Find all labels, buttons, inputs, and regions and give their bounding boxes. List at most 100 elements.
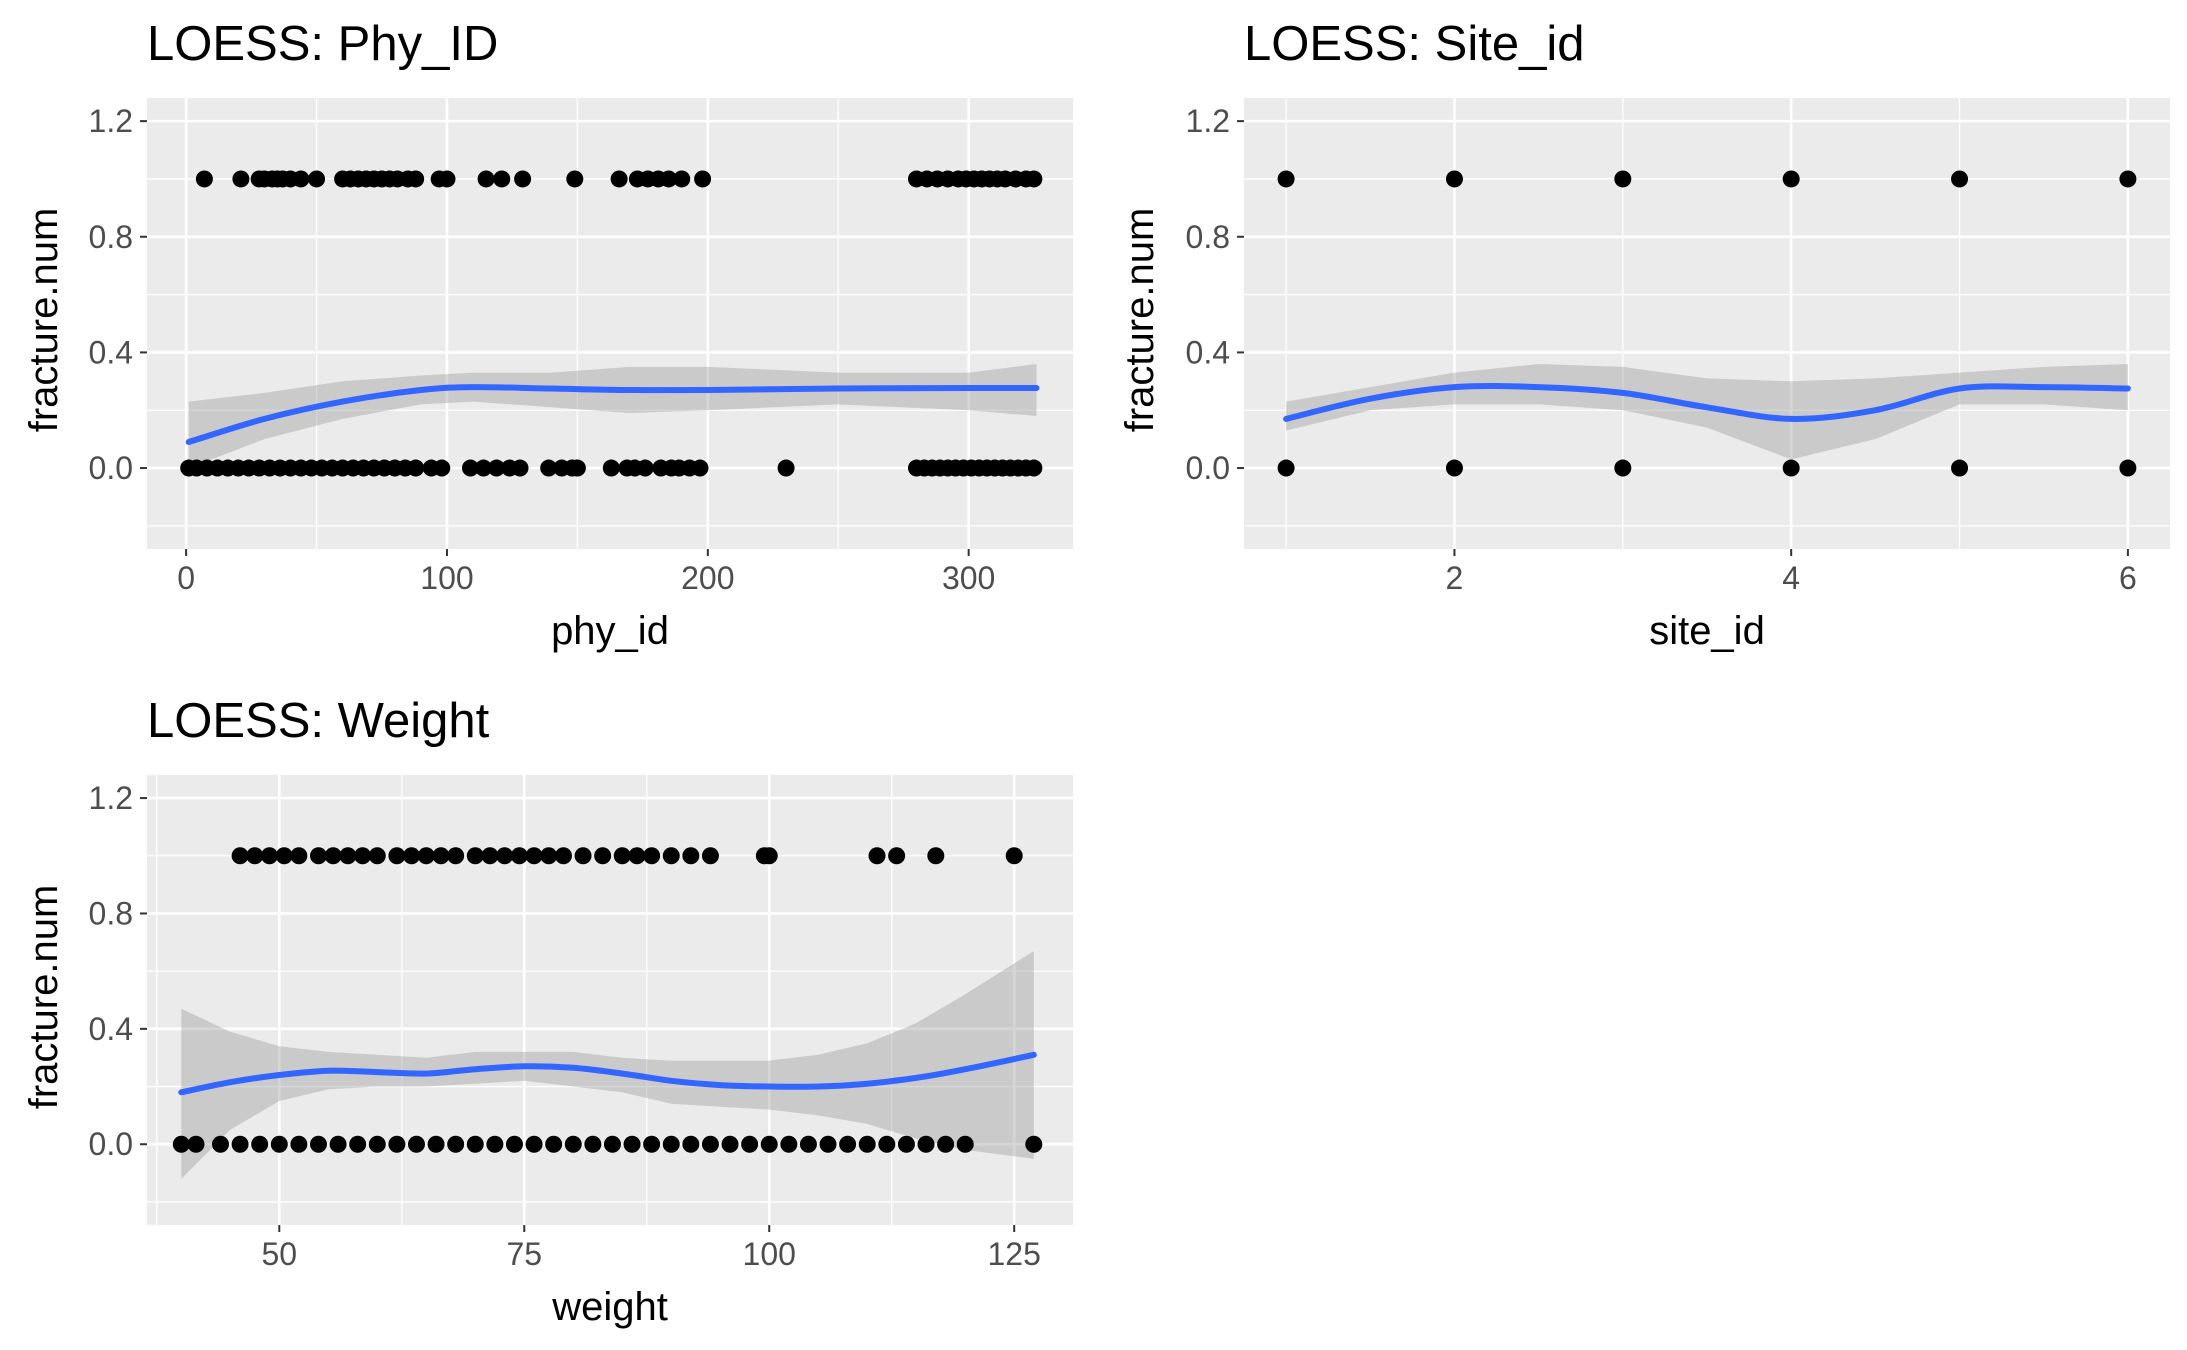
data-point (2119, 170, 2137, 188)
x-tick-label: 100 (420, 560, 473, 596)
y-tick-label: 0.8 (89, 895, 133, 931)
data-point (195, 170, 213, 188)
y-tick-label: 1.2 (89, 780, 133, 816)
data-point (603, 1135, 621, 1153)
y-tick-label: 0.0 (1186, 450, 1230, 486)
data-point (339, 847, 357, 865)
data-point (564, 1135, 582, 1153)
data-point (461, 459, 479, 477)
y-tick-label: 0.4 (1186, 334, 1230, 370)
data-point (1782, 459, 1800, 477)
data-point (545, 1135, 563, 1153)
panel-title: LOESS: Site_id (1244, 17, 1584, 71)
data-point (1025, 459, 1043, 477)
data-point (662, 847, 680, 865)
data-point (760, 1135, 778, 1153)
data-point (643, 847, 661, 865)
y-tick-label: 0.4 (89, 1011, 133, 1047)
data-point (510, 847, 528, 865)
loess-line (178, 1051, 1037, 1096)
data-point (1445, 170, 1463, 188)
data-point (275, 847, 293, 865)
data-point (388, 1135, 406, 1153)
data-point (290, 1135, 308, 1153)
data-point (514, 170, 532, 188)
data-point (1951, 459, 1969, 477)
data-point (660, 170, 678, 188)
data-point (309, 847, 327, 865)
data-point (819, 1135, 837, 1153)
data-point (308, 170, 326, 188)
data-point (354, 847, 372, 865)
data-point (878, 1135, 896, 1153)
data-point (1277, 170, 1295, 188)
x-tick-label: 125 (988, 1236, 1041, 1272)
data-point (1025, 170, 1043, 188)
data-point (760, 847, 778, 865)
data-point (956, 1135, 974, 1153)
data-point (1005, 847, 1023, 865)
data-point (246, 847, 264, 865)
x-tick-label: 2 (1446, 560, 1464, 596)
data-point (741, 1135, 759, 1153)
panel-weight: 50 75 100 125 0.0 0.4 0.8 1.2 LOESS: Weight wei… (22, 694, 1073, 1329)
panel-background (1244, 98, 2170, 549)
x-tick-label: 100 (743, 1236, 796, 1272)
plot-area: 50 75 100 125 0.0 0.4 0.8 1.2 (89, 775, 1073, 1272)
y-tick-label: 0.8 (1186, 219, 1230, 255)
data-point (505, 1135, 523, 1153)
x-axis-title: site_id (1649, 609, 1765, 653)
data-point (1277, 459, 1295, 477)
loess-line (1283, 382, 2131, 422)
data-point (613, 847, 631, 865)
data-point (602, 459, 620, 477)
y-axis-title: fracture.num (1118, 208, 1162, 433)
y-axis-title: fracture.num (22, 885, 66, 1110)
data-point (172, 1135, 190, 1153)
data-point (324, 847, 342, 865)
x-tick-label: 200 (681, 560, 734, 596)
data-point (474, 459, 492, 477)
panel-title: LOESS: Weight (147, 694, 490, 748)
x-tick-label: 4 (1782, 560, 1800, 596)
loess-line (185, 384, 1040, 445)
data-point (481, 847, 499, 865)
data-point (682, 1135, 700, 1153)
data-point (574, 847, 592, 865)
data-point (496, 847, 514, 865)
panel-phy-id: 0 100 200 300 0.0 0.4 0.8 1.2 LOESS: Phy_ID phy… (22, 17, 1073, 653)
data-point (466, 1135, 484, 1153)
data-point (292, 170, 310, 188)
data-point (1782, 170, 1800, 188)
x-tick-label: 50 (261, 1236, 297, 1272)
data-point (540, 847, 558, 865)
x-tick-label: 75 (506, 1236, 542, 1272)
data-point (368, 1135, 386, 1153)
data-point (868, 847, 886, 865)
data-point (1614, 459, 1632, 477)
data-point (623, 1135, 641, 1153)
confidence-band (181, 951, 1034, 1179)
data-point (388, 847, 406, 865)
data-point (858, 1135, 876, 1153)
data-point (466, 847, 484, 865)
data-point (594, 847, 612, 865)
data-point (251, 1135, 269, 1153)
data-point (643, 1135, 661, 1153)
x-tick-label: 0 (177, 560, 195, 596)
panel-background (147, 98, 1073, 549)
data-point (260, 847, 278, 865)
data-point (427, 1135, 445, 1153)
data-point (407, 170, 425, 188)
y-tick-label: 1.2 (89, 103, 133, 139)
data-point (839, 1135, 857, 1153)
data-point (888, 847, 906, 865)
data-point (636, 459, 654, 477)
data-point (662, 1135, 680, 1153)
data-point (309, 1135, 327, 1153)
panel-title: LOESS: Phy_ID (147, 17, 498, 71)
data-point (694, 170, 712, 188)
data-point (349, 1135, 367, 1153)
x-tick-label: 300 (942, 560, 995, 596)
data-point (540, 459, 558, 477)
